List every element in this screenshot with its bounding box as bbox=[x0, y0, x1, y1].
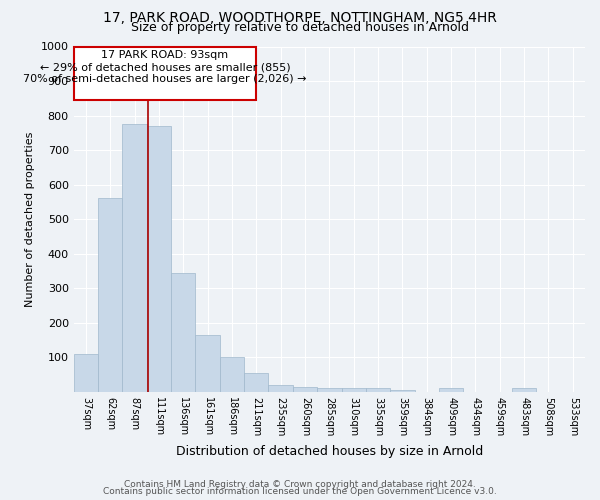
Text: 70% of semi-detached houses are larger (2,026) →: 70% of semi-detached houses are larger (… bbox=[23, 74, 307, 85]
X-axis label: Distribution of detached houses by size in Arnold: Distribution of detached houses by size … bbox=[176, 444, 483, 458]
Bar bbox=[439, 388, 463, 392]
Bar bbox=[171, 273, 196, 392]
Bar bbox=[293, 386, 317, 392]
FancyBboxPatch shape bbox=[74, 46, 256, 100]
Text: Size of property relative to detached houses in Arnold: Size of property relative to detached ho… bbox=[131, 22, 469, 35]
Text: 17 PARK ROAD: 93sqm: 17 PARK ROAD: 93sqm bbox=[101, 50, 229, 60]
Y-axis label: Number of detached properties: Number of detached properties bbox=[25, 132, 35, 307]
Bar bbox=[268, 385, 293, 392]
Bar bbox=[74, 354, 98, 392]
Bar bbox=[244, 373, 268, 392]
Bar bbox=[220, 358, 244, 392]
Bar bbox=[196, 335, 220, 392]
Bar bbox=[512, 388, 536, 392]
Bar bbox=[147, 126, 171, 392]
Text: Contains HM Land Registry data © Crown copyright and database right 2024.: Contains HM Land Registry data © Crown c… bbox=[124, 480, 476, 489]
Bar bbox=[122, 124, 147, 392]
Text: 17, PARK ROAD, WOODTHORPE, NOTTINGHAM, NG5 4HR: 17, PARK ROAD, WOODTHORPE, NOTTINGHAM, N… bbox=[103, 11, 497, 25]
Bar bbox=[317, 388, 341, 392]
Bar bbox=[366, 388, 390, 392]
Bar bbox=[341, 388, 366, 392]
Bar bbox=[98, 198, 122, 392]
Bar bbox=[390, 390, 415, 392]
Text: ← 29% of detached houses are smaller (855): ← 29% of detached houses are smaller (85… bbox=[40, 62, 290, 72]
Text: Contains public sector information licensed under the Open Government Licence v3: Contains public sector information licen… bbox=[103, 487, 497, 496]
